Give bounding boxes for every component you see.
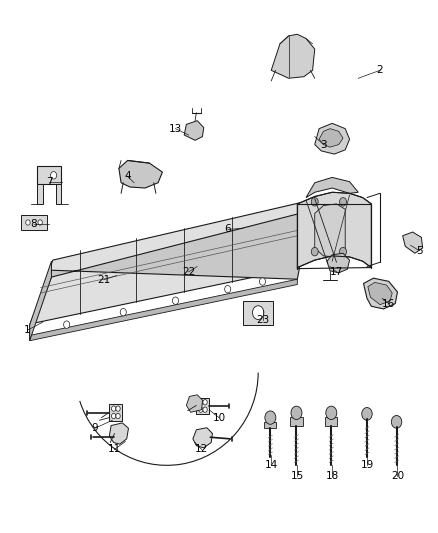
Circle shape: [116, 414, 120, 419]
Text: 12: 12: [195, 445, 208, 455]
Polygon shape: [319, 128, 343, 147]
Circle shape: [291, 406, 302, 419]
Circle shape: [50, 172, 57, 179]
Circle shape: [116, 406, 120, 411]
Polygon shape: [37, 166, 61, 184]
Polygon shape: [290, 417, 303, 425]
Text: 5: 5: [416, 246, 423, 256]
Circle shape: [339, 247, 346, 256]
Polygon shape: [315, 123, 350, 154]
Polygon shape: [271, 34, 315, 78]
Circle shape: [311, 247, 318, 256]
Circle shape: [38, 220, 42, 225]
Polygon shape: [184, 120, 204, 140]
Text: 11: 11: [108, 445, 121, 455]
Text: 19: 19: [360, 461, 374, 470]
Circle shape: [391, 416, 402, 428]
Text: 23: 23: [256, 314, 269, 325]
Text: 7: 7: [46, 176, 53, 187]
Circle shape: [198, 400, 203, 405]
Circle shape: [26, 220, 30, 225]
Polygon shape: [21, 215, 47, 230]
Circle shape: [203, 407, 207, 413]
Circle shape: [203, 400, 207, 405]
Polygon shape: [30, 279, 297, 341]
Polygon shape: [368, 282, 392, 305]
Polygon shape: [315, 204, 345, 257]
Polygon shape: [30, 214, 300, 335]
Polygon shape: [119, 160, 162, 188]
Polygon shape: [264, 422, 276, 428]
Polygon shape: [327, 253, 350, 273]
Polygon shape: [110, 405, 122, 421]
Circle shape: [339, 198, 346, 206]
Text: 22: 22: [182, 267, 195, 277]
Text: 8: 8: [31, 219, 37, 229]
Circle shape: [64, 321, 70, 328]
Text: 9: 9: [92, 423, 98, 433]
Polygon shape: [31, 203, 300, 324]
Text: 17: 17: [330, 267, 343, 277]
Text: 15: 15: [291, 471, 304, 481]
Polygon shape: [325, 417, 337, 425]
Text: 3: 3: [320, 140, 327, 150]
Polygon shape: [193, 427, 212, 448]
Text: 20: 20: [391, 471, 404, 481]
Circle shape: [362, 408, 372, 420]
Circle shape: [112, 406, 116, 411]
Circle shape: [253, 306, 264, 319]
Text: 6: 6: [224, 224, 231, 235]
Circle shape: [198, 407, 203, 413]
Text: 10: 10: [212, 413, 226, 423]
Polygon shape: [30, 261, 51, 341]
Text: 13: 13: [169, 124, 182, 134]
Polygon shape: [37, 184, 43, 204]
Circle shape: [173, 297, 179, 304]
Text: 18: 18: [325, 471, 339, 481]
Circle shape: [225, 286, 231, 293]
Polygon shape: [56, 184, 61, 204]
Polygon shape: [297, 192, 371, 268]
Circle shape: [265, 411, 276, 424]
Text: 14: 14: [265, 461, 278, 470]
Text: 21: 21: [97, 274, 110, 285]
Circle shape: [259, 278, 265, 285]
Text: 4: 4: [124, 172, 131, 181]
Polygon shape: [196, 398, 209, 414]
Polygon shape: [403, 232, 423, 253]
Polygon shape: [110, 423, 128, 444]
Text: 2: 2: [377, 66, 383, 75]
Circle shape: [112, 414, 116, 419]
Circle shape: [311, 198, 318, 206]
Polygon shape: [186, 395, 202, 413]
Text: 16: 16: [382, 298, 396, 309]
Polygon shape: [306, 177, 358, 198]
Text: 1: 1: [24, 325, 31, 335]
Circle shape: [326, 406, 337, 419]
Circle shape: [120, 309, 126, 316]
Polygon shape: [364, 278, 397, 309]
Polygon shape: [243, 301, 273, 325]
